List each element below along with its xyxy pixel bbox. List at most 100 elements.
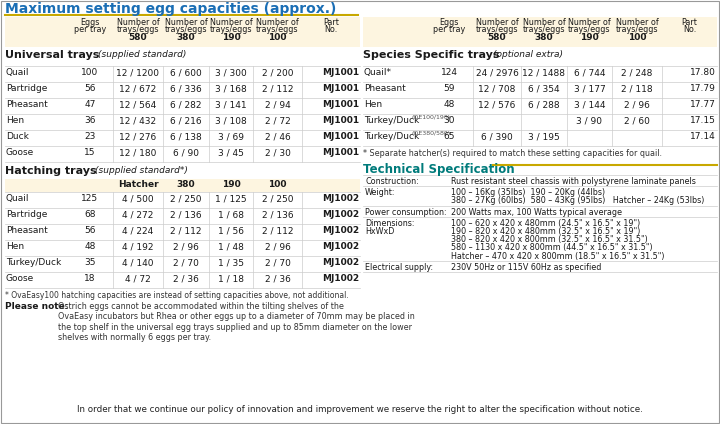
Text: 36: 36: [84, 116, 96, 125]
Text: 190: 190: [580, 33, 599, 42]
Text: MJ1002: MJ1002: [322, 226, 359, 235]
Text: Species Specific trays: Species Specific trays: [363, 50, 500, 60]
Text: Maximum setting egg capacities (approx.): Maximum setting egg capacities (approx.): [5, 2, 336, 16]
Text: Part: Part: [682, 18, 698, 27]
Text: Number of: Number of: [616, 18, 658, 27]
Text: Please note:: Please note:: [5, 302, 68, 311]
Text: MJ1002: MJ1002: [322, 274, 359, 283]
Text: trays/eggs: trays/eggs: [165, 25, 207, 34]
Text: 1 / 18: 1 / 18: [218, 274, 244, 283]
Text: In order that we continue our policy of innovation and improvement we reserve th: In order that we continue our policy of …: [77, 405, 643, 414]
Text: Goose: Goose: [6, 148, 35, 157]
Text: 12 / 1488: 12 / 1488: [523, 68, 565, 77]
Text: 17.14: 17.14: [690, 132, 716, 141]
Text: 17.15: 17.15: [690, 116, 716, 125]
Text: MJ1001: MJ1001: [322, 100, 359, 109]
Text: 2 / 96: 2 / 96: [264, 242, 290, 251]
Text: 2 / 250: 2 / 250: [262, 194, 293, 203]
Text: 30: 30: [444, 116, 455, 125]
Text: 48: 48: [84, 242, 96, 251]
Text: 12 / 564: 12 / 564: [120, 100, 157, 109]
Text: 6 / 288: 6 / 288: [528, 100, 560, 109]
Text: MJ1001: MJ1001: [322, 68, 359, 77]
Text: 12 / 576: 12 / 576: [478, 100, 516, 109]
Text: 12 / 276: 12 / 276: [120, 132, 157, 141]
Text: 380: 380: [176, 180, 195, 189]
Text: Turkey/Duck: Turkey/Duck: [364, 132, 422, 141]
Text: 23: 23: [84, 132, 96, 141]
Text: Dimensions:: Dimensions:: [365, 219, 415, 228]
Text: (supplied standard*): (supplied standard*): [95, 166, 188, 175]
Text: 190: 190: [222, 180, 240, 189]
Text: trays/eggs: trays/eggs: [616, 25, 658, 34]
Text: 100 – 16Kg (35lbs)  190 – 20Kg (44lbs): 100 – 16Kg (35lbs) 190 – 20Kg (44lbs): [451, 188, 605, 197]
Text: 2 / 96: 2 / 96: [173, 242, 199, 251]
Text: 2 / 118: 2 / 118: [621, 84, 653, 93]
Text: Partridge: Partridge: [6, 210, 48, 219]
Text: 1 / 35: 1 / 35: [218, 258, 244, 267]
Text: MJ1002: MJ1002: [322, 258, 359, 267]
Text: 6 / 216: 6 / 216: [170, 116, 202, 125]
Text: 2 / 200: 2 / 200: [262, 68, 293, 77]
Text: 2 / 30: 2 / 30: [264, 148, 290, 157]
Text: 2 / 94: 2 / 94: [265, 100, 290, 109]
Text: 100: 100: [628, 33, 647, 42]
Bar: [5, 17, 360, 47]
Text: Number of: Number of: [256, 18, 299, 27]
Text: 4 / 192: 4 / 192: [122, 242, 154, 251]
Text: (supplied standard): (supplied standard): [98, 50, 186, 59]
Text: Hen: Hen: [6, 242, 24, 251]
Text: Hatching trays: Hatching trays: [5, 166, 96, 176]
Text: (optional extra): (optional extra): [493, 50, 563, 59]
Text: Ostrich eggs cannot be accommodated within the tilting shelves of the
OvaEasy in: Ostrich eggs cannot be accommodated with…: [58, 302, 415, 342]
Text: 380 – 820 x 420 x 800mm (32.5" x 16.5" x 31.5"): 380 – 820 x 420 x 800mm (32.5" x 16.5" x…: [451, 235, 648, 244]
Text: 12 / 708: 12 / 708: [478, 84, 516, 93]
Text: 3 / 141: 3 / 141: [215, 100, 247, 109]
Text: 6 / 600: 6 / 600: [170, 68, 202, 77]
Text: trays/eggs: trays/eggs: [568, 25, 611, 34]
Text: 2 / 96: 2 / 96: [624, 100, 650, 109]
Text: 580 – 1130 x 420 x 800mm (44.5" x 16.5" x 31.5"): 580 – 1130 x 420 x 800mm (44.5" x 16.5" …: [451, 243, 652, 252]
Text: Pheasant: Pheasant: [364, 84, 406, 93]
Text: trays/eggs: trays/eggs: [523, 25, 565, 34]
Text: 17.79: 17.79: [690, 84, 716, 93]
Text: 580: 580: [487, 33, 506, 42]
Text: Quail: Quail: [6, 68, 30, 77]
Text: 2 / 46: 2 / 46: [265, 132, 290, 141]
Text: per tray: per tray: [433, 25, 465, 34]
Text: 2 / 36: 2 / 36: [173, 274, 199, 283]
Text: 380: 380: [176, 33, 195, 42]
Text: 47: 47: [84, 100, 96, 109]
Text: 6 / 744: 6 / 744: [574, 68, 606, 77]
Text: 3 / 168: 3 / 168: [215, 84, 247, 93]
Text: Partridge: Partridge: [6, 84, 48, 93]
Text: 4 / 224: 4 / 224: [122, 226, 153, 235]
Text: Number of: Number of: [523, 18, 565, 27]
Text: 6 / 354: 6 / 354: [528, 84, 560, 93]
Text: 4 / 500: 4 / 500: [122, 194, 154, 203]
Text: Turkey/Duck: Turkey/Duck: [6, 258, 61, 267]
Text: 3 / 90: 3 / 90: [577, 116, 603, 125]
Text: 3 / 300: 3 / 300: [215, 68, 247, 77]
Text: MJ1001: MJ1001: [322, 132, 359, 141]
Text: 200 Watts max, 100 Watts typical average: 200 Watts max, 100 Watts typical average: [451, 208, 622, 217]
Text: 59: 59: [444, 84, 455, 93]
Text: Turkey/Duck: Turkey/Duck: [364, 116, 422, 125]
Text: Technical Specification: Technical Specification: [363, 163, 515, 176]
Text: 56: 56: [84, 226, 96, 235]
Text: 380 – 27Kg (60lbs)  580 – 43Kg (95lbs)   Hatcher – 24Kg (53lbs): 380 – 27Kg (60lbs) 580 – 43Kg (95lbs) Ha…: [451, 196, 704, 205]
Text: Number of: Number of: [210, 18, 253, 27]
Text: 2 / 136: 2 / 136: [261, 210, 293, 219]
Text: Hatcher: Hatcher: [117, 180, 158, 189]
Text: 125: 125: [81, 194, 99, 203]
Text: 2 / 112: 2 / 112: [262, 226, 293, 235]
Text: 68: 68: [84, 210, 96, 219]
Text: Eggs: Eggs: [439, 18, 459, 27]
Text: Number of: Number of: [476, 18, 518, 27]
Text: 1 / 56: 1 / 56: [218, 226, 244, 235]
Text: 12 / 432: 12 / 432: [120, 116, 156, 125]
Text: 6 / 282: 6 / 282: [170, 100, 202, 109]
Text: Construction:: Construction:: [365, 177, 419, 186]
Text: Number of: Number of: [568, 18, 611, 27]
Text: 15: 15: [84, 148, 96, 157]
